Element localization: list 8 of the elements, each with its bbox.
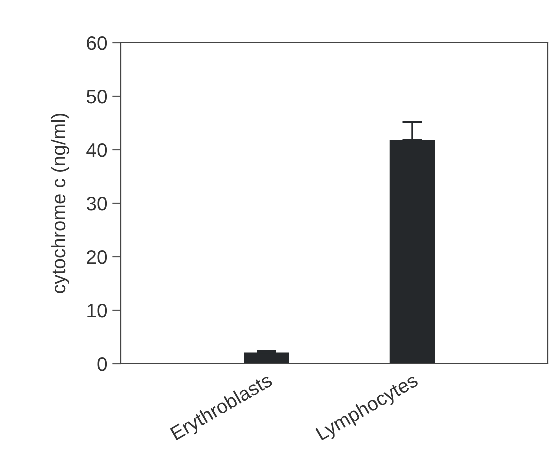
y-tick-label: 50: [86, 90, 108, 104]
y-tick-label: 30: [86, 196, 108, 211]
y-tick-label: 0: [98, 357, 108, 372]
y-tick-label: 60: [87, 36, 108, 50]
y-tick-label: 10: [88, 304, 108, 318]
y-tick-label: 40: [86, 143, 108, 158]
y-axis-title: cytochrome c (ng/ml): [51, 114, 70, 294]
y-tick-label: 20: [87, 250, 108, 264]
